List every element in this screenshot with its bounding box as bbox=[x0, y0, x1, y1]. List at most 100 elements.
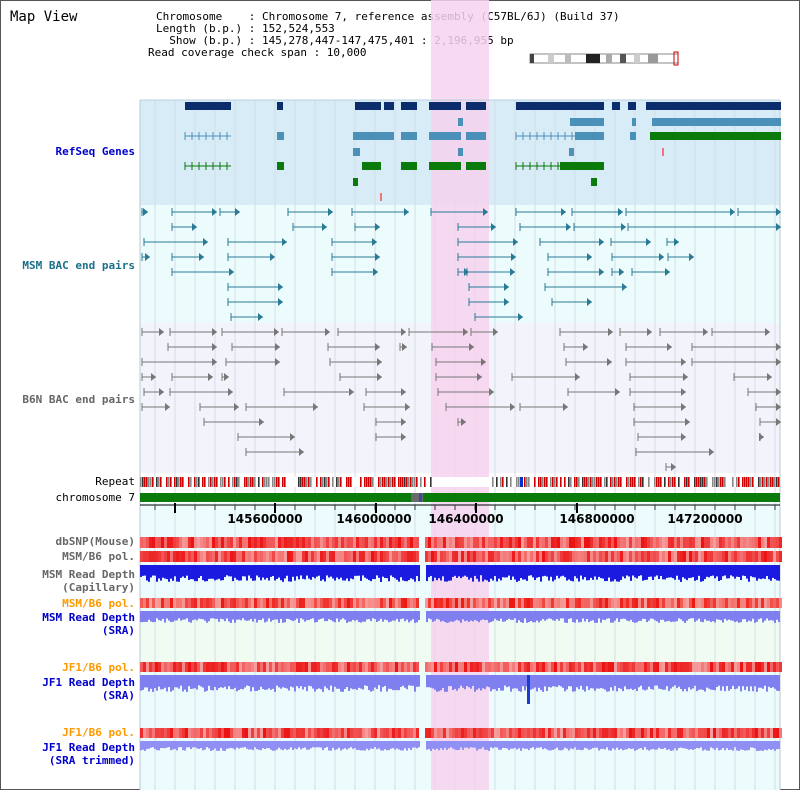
read-depth-bar bbox=[428, 611, 430, 619]
read-depth-bar bbox=[190, 565, 192, 580]
repeat-mark bbox=[618, 477, 620, 487]
repeat-mark bbox=[654, 477, 656, 487]
read-depth-bar bbox=[634, 741, 636, 751]
read-depth-bar bbox=[364, 611, 366, 622]
b6n-bac-end-pair-arrow bbox=[671, 463, 676, 471]
snp-density-cell bbox=[323, 662, 326, 672]
read-depth-bar bbox=[754, 741, 756, 749]
read-depth-bar bbox=[492, 565, 494, 581]
snp-density-cell bbox=[749, 728, 752, 738]
read-depth-bar bbox=[408, 565, 410, 581]
read-depth-bar bbox=[274, 565, 276, 581]
read-depth-bar bbox=[196, 565, 198, 582]
repeat-mark bbox=[544, 477, 546, 487]
read-depth-bar bbox=[224, 675, 226, 687]
read-depth-bar bbox=[246, 675, 248, 686]
snp-density-cell bbox=[566, 662, 569, 672]
read-depth-bar bbox=[204, 611, 206, 621]
snp-density-cell bbox=[176, 551, 179, 562]
snp-density-cell bbox=[338, 728, 341, 738]
b6n-bac-end-pair-arrow bbox=[477, 373, 482, 381]
read-depth-bar bbox=[194, 741, 196, 748]
b6n-bac-end-pair-arrow bbox=[489, 388, 494, 396]
snp-density-cell bbox=[236, 551, 239, 562]
snp-density-cell bbox=[656, 537, 659, 548]
snp-density-cell bbox=[635, 598, 638, 608]
repeat-mark bbox=[378, 477, 380, 487]
read-depth-bar bbox=[430, 611, 432, 620]
ideogram-band bbox=[606, 54, 612, 63]
snp-density-cell bbox=[641, 662, 644, 672]
read-depth-bar bbox=[208, 611, 210, 622]
read-depth-bar bbox=[258, 741, 260, 750]
snp-density-cell bbox=[770, 537, 773, 548]
read-depth-bar bbox=[656, 741, 658, 750]
read-depth-bar bbox=[254, 741, 256, 748]
read-depth-bar bbox=[316, 675, 318, 690]
read-depth-bar bbox=[482, 565, 484, 582]
read-depth-bar bbox=[398, 565, 400, 582]
b6n-bac-end-pair-arrow bbox=[563, 403, 568, 411]
read-depth-bar bbox=[442, 565, 444, 577]
repeat-mark bbox=[550, 477, 552, 487]
read-depth-bar bbox=[204, 565, 206, 582]
read-depth-bar bbox=[444, 565, 446, 582]
read-depth-bar bbox=[492, 741, 494, 749]
snp-density-cell bbox=[587, 551, 590, 562]
repeat-mark bbox=[300, 477, 302, 487]
read-depth-bar bbox=[600, 675, 602, 689]
read-depth-bar bbox=[510, 675, 512, 692]
read-depth-bar bbox=[500, 675, 502, 691]
snp-density-cell bbox=[575, 662, 578, 672]
read-depth-bar bbox=[612, 675, 614, 691]
snp-density-cell bbox=[746, 598, 749, 608]
snp-density-cell bbox=[401, 551, 404, 562]
read-depth-bar bbox=[166, 675, 168, 692]
snp-density-cell bbox=[698, 662, 701, 672]
msm-bac-end-pair-arrow bbox=[665, 268, 670, 276]
snp-density-cell bbox=[434, 728, 437, 738]
read-depth-bar bbox=[350, 741, 352, 748]
msm-bac-end-pair-arrow bbox=[587, 253, 592, 261]
read-depth-bar bbox=[206, 675, 208, 691]
read-depth-bar bbox=[492, 675, 494, 690]
refseq-gene-row1-exon bbox=[277, 102, 283, 110]
read-depth-bar bbox=[480, 741, 482, 749]
snp-density-cell bbox=[572, 551, 575, 562]
read-depth-bar bbox=[318, 565, 320, 576]
read-depth-bar bbox=[208, 675, 210, 686]
read-depth-bar bbox=[590, 741, 592, 750]
read-depth-bar bbox=[380, 565, 382, 582]
snp-density-cell bbox=[380, 537, 383, 548]
read-depth-bar bbox=[168, 741, 170, 748]
read-depth-bar bbox=[220, 565, 222, 581]
snp-density-cell bbox=[293, 598, 296, 608]
snp-density-cell bbox=[500, 598, 503, 608]
read-depth-bar bbox=[622, 741, 624, 751]
read-depth-bar bbox=[778, 741, 780, 750]
snp-density-cell bbox=[344, 662, 347, 672]
read-depth-bar bbox=[538, 565, 540, 577]
read-depth-bar bbox=[636, 741, 638, 750]
read-depth-bar bbox=[442, 741, 444, 750]
snp-density-cell bbox=[299, 662, 302, 672]
snp-density-cell bbox=[617, 662, 620, 672]
snp-density-cell bbox=[389, 551, 392, 562]
snp-density-cell bbox=[608, 598, 611, 608]
read-depth-bar bbox=[222, 675, 224, 688]
read-depth-bar bbox=[214, 741, 216, 749]
read-depth-bar bbox=[548, 675, 550, 688]
snp-density-cell bbox=[650, 662, 653, 672]
snp-density-cell bbox=[365, 662, 368, 672]
read-depth-bar bbox=[456, 675, 458, 691]
length-line: Length (b.p.) : 152,524,553 bbox=[156, 22, 335, 35]
b6n-bac-end-pair-arrow bbox=[765, 328, 770, 336]
b6n-bac-end-pair-arrow bbox=[375, 343, 380, 351]
read-depth-bar bbox=[564, 565, 566, 578]
snp-density-cell bbox=[662, 728, 665, 738]
snp-density-cell bbox=[530, 662, 533, 672]
read-depth-bar bbox=[184, 741, 186, 751]
read-depth-bar bbox=[354, 741, 356, 749]
read-depth-bar bbox=[636, 611, 638, 623]
